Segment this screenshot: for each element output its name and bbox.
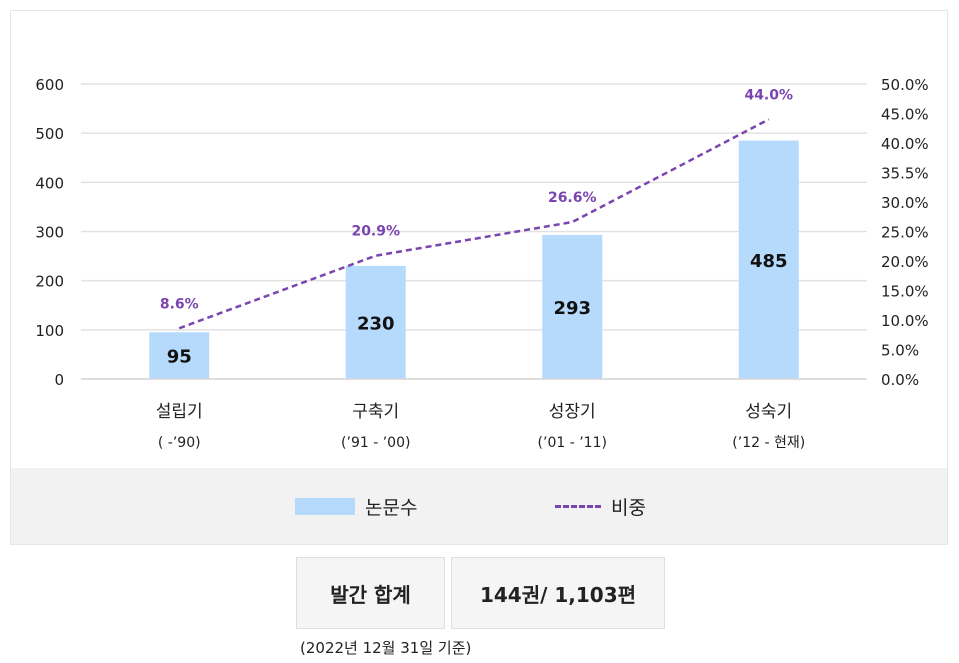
- bar-value-label: 485: [750, 251, 788, 272]
- y-left-tick-label: 500: [35, 125, 64, 143]
- bar-value-label: 293: [553, 298, 591, 319]
- y-left-tick-label: 400: [35, 174, 64, 192]
- legend-bar-swatch: [295, 497, 355, 515]
- x-category-sublabel: (’01 - ’11): [538, 435, 607, 451]
- summary-label-box: 발간 합계: [296, 557, 445, 629]
- y-right-tick-label: 5.0%: [881, 342, 919, 360]
- y-right-tick-label: 50.0%: [881, 76, 929, 94]
- y-right-tick-label: 25.0%: [881, 224, 929, 242]
- bar-value-label: 95: [167, 347, 192, 368]
- bar: [345, 265, 406, 379]
- y-right-tick-label: 20.0%: [881, 253, 929, 271]
- share-value-label: 26.6%: [548, 190, 597, 206]
- y-right-tick-label: 15.0%: [881, 283, 929, 301]
- y-right-tick-label: 0.0%: [881, 371, 919, 389]
- legend-item-papers: 논문수: [295, 468, 417, 544]
- y-left-tick-label: 200: [35, 273, 64, 291]
- y-left-tick-label: 100: [35, 322, 64, 340]
- share-value-label: 44.0%: [744, 87, 793, 103]
- bar: [149, 332, 210, 379]
- bar-value-label: 230: [357, 313, 395, 334]
- x-category-label: 구축기: [352, 402, 399, 422]
- legend-line-swatch: [555, 504, 601, 508]
- share-line: [178, 118, 770, 330]
- y-right-tick-label: 30.0%: [881, 194, 929, 212]
- bar: [542, 234, 603, 379]
- x-category-label: 설립기: [156, 402, 203, 422]
- summary-value: 144권/ 1,103편: [479, 582, 637, 607]
- y-right-tick-label: 40.0%: [881, 135, 929, 153]
- legend-bar-label: 논문수: [365, 496, 418, 519]
- chart-card: 0 100 200 300 400 500 600 0.0% 5.0% 10.0% 15.0% 20.…: [10, 10, 948, 545]
- bar: [738, 140, 799, 379]
- summary-label: 발간 합계: [330, 582, 411, 607]
- legend-item-share: 비중: [555, 468, 646, 544]
- y-right-tick-label: 35.5%: [881, 165, 929, 183]
- share-value-label: 20.9%: [351, 224, 400, 240]
- x-category-sublabel: ( -’90): [158, 435, 201, 451]
- share-value-label: 8.6%: [160, 296, 199, 312]
- y-right-tick-label: 10.0%: [881, 312, 929, 330]
- x-category-sublabel: (’12 - 현재): [732, 435, 805, 451]
- y-left-tick-label: 300: [35, 224, 64, 242]
- y-left-tick-label: 0: [54, 371, 64, 389]
- x-category-label: 성장기: [549, 402, 596, 422]
- y-left-tick-label: 600: [35, 76, 64, 94]
- y-right-tick-label: 45.0%: [881, 106, 929, 124]
- x-category-label: 성숙기: [745, 402, 792, 422]
- chart-plot: 0 100 200 300 400 500 600 0.0% 5.0% 10.0% 15.0% 20.…: [35, 76, 929, 451]
- legend-line-label: 비중: [611, 496, 646, 519]
- footnote: (2022년 12월 31일 기준): [300, 639, 472, 657]
- x-category-sublabel: (’91 - ’00): [341, 435, 410, 451]
- legend: 논문수 비중: [11, 468, 947, 544]
- summary-value-box: 144권/ 1,103편: [451, 557, 665, 629]
